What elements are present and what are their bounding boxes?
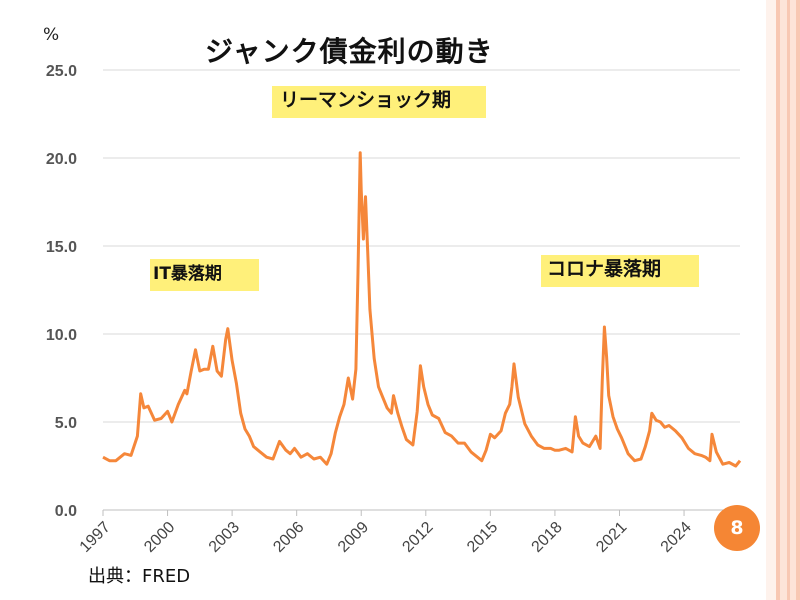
x-tick-label: 2021 (593, 519, 630, 556)
y-tick-label: 0.0 (55, 503, 77, 520)
gridlines (103, 69, 740, 511)
x-tick-label: 1997 (77, 519, 114, 556)
x-tick-label: 2012 (399, 519, 436, 556)
y-tick-label: 20.0 (46, 151, 77, 168)
x-axis-ticks: 1997 2000 2003 2006 2009 2012 2015 2018 2021 2024 (77, 510, 695, 556)
y-tick-label: 25.0 (46, 63, 77, 80)
decorative-border (766, 0, 800, 600)
y-axis-ticks: 0.0 5.0 10.0 15.0 20.0 25.0 (46, 63, 77, 520)
source-caption: 出典：FRED (88, 566, 191, 587)
x-tick-label: 2003 (206, 519, 243, 556)
page-title: ジャンク債金利の動き (205, 35, 494, 68)
annotation-covid-crash: コロナ暴落期 (541, 255, 699, 287)
y-tick-label: 15.0 (46, 239, 77, 256)
y-axis-unit: % (43, 25, 60, 45)
x-tick-label: 2024 (658, 519, 695, 556)
x-tick-label: 2009 (335, 519, 372, 556)
x-tick-label: 2018 (529, 519, 566, 556)
y-tick-label: 10.0 (46, 327, 77, 344)
x-tick-label: 2015 (464, 519, 501, 556)
x-tick-label: 2000 (141, 519, 178, 556)
annotation-lehman: リーマンショック期 (272, 86, 486, 118)
x-tick-label: 2006 (270, 519, 307, 556)
series-line (102, 151, 742, 468)
y-tick-label: 5.0 (55, 415, 77, 432)
series-layer (102, 151, 742, 468)
annotation-it-crash: IT暴落期 (150, 259, 259, 291)
page-number-badge: 8 (714, 505, 760, 551)
